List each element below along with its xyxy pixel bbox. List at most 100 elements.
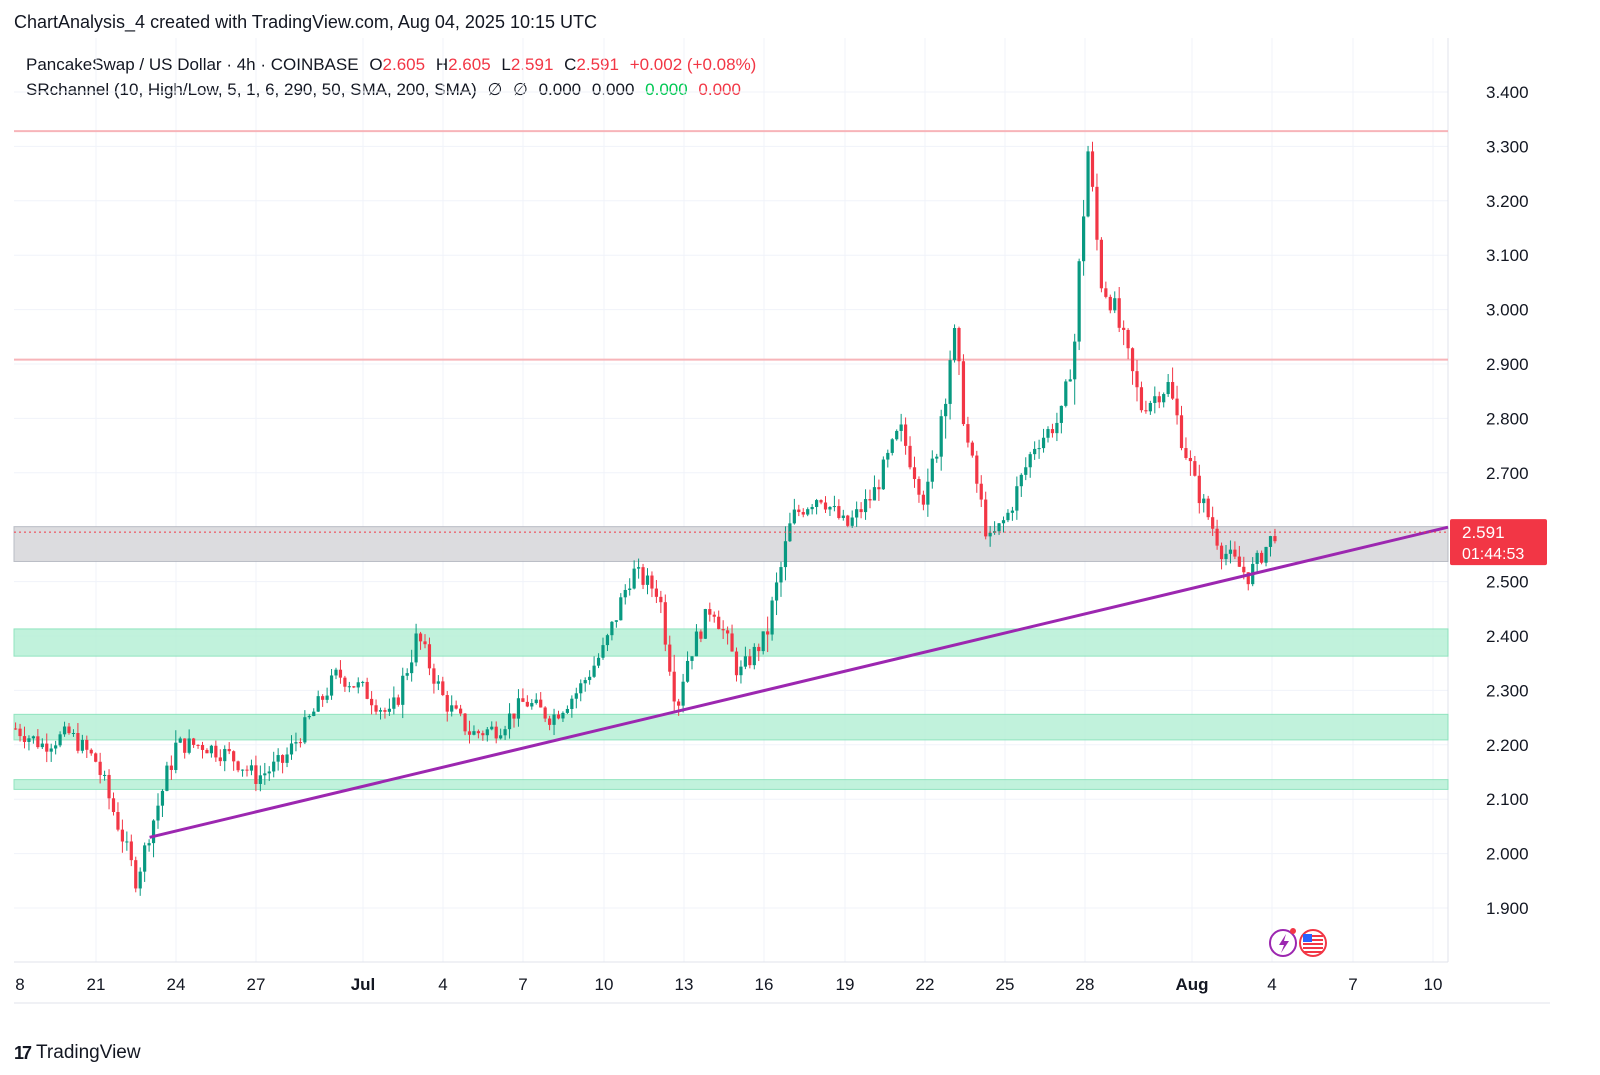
candle-body (138, 871, 142, 889)
candle-body (71, 733, 76, 735)
candle (1010, 506, 1014, 521)
candle-body (192, 738, 196, 745)
candle-body (165, 765, 169, 791)
candle-body (797, 509, 801, 513)
candle-body (1077, 261, 1081, 342)
lightning-icon-bolt (1279, 934, 1289, 953)
ascending-trendline (149, 525, 1449, 839)
candle-body (1050, 429, 1055, 434)
candle-body (944, 403, 948, 417)
candle (436, 675, 440, 690)
last-price-badge (1450, 519, 1547, 566)
candle-body (1010, 510, 1014, 513)
candle-body (1001, 520, 1006, 524)
candle-body (307, 715, 311, 718)
tradingview-logo[interactable]: 17 TradingView (14, 1042, 141, 1064)
candle (370, 691, 374, 715)
candle (1108, 294, 1112, 314)
time-axis[interactable]: 8 21 24 27 Jul 4 7 10 13 16 19 22 25 28 Aug 4 7 10 (15, 975, 1442, 994)
x-tick-label: 28 (1076, 975, 1095, 994)
candle (588, 670, 592, 685)
candle (525, 695, 529, 708)
candle-body (499, 735, 503, 739)
low-label: L (501, 55, 511, 74)
candle-body (743, 656, 747, 667)
candle-body (588, 676, 592, 681)
candle (855, 501, 859, 527)
candle (454, 700, 458, 710)
candle-body (125, 841, 129, 843)
candle (196, 744, 200, 749)
candle (356, 677, 360, 694)
symbol-name[interactable]: PancakeSwap / US Dollar · 4h · COINBASE (26, 55, 359, 74)
candle-body (930, 458, 934, 482)
candle-body (18, 728, 22, 737)
candle (165, 761, 169, 792)
candle (427, 637, 432, 676)
candle (143, 842, 147, 882)
candle (828, 506, 832, 517)
candle-body (22, 736, 27, 742)
candle-body (868, 499, 872, 501)
candle-body (699, 631, 703, 639)
candle-body (40, 743, 44, 748)
flag-icon-stripe (1303, 935, 1323, 937)
candle (378, 707, 383, 720)
candle (316, 690, 320, 713)
x-tick-label: 16 (755, 975, 774, 994)
candle-body (548, 718, 552, 725)
candle (387, 698, 391, 716)
flag-icon-stripe (1303, 947, 1323, 949)
price-axis[interactable]: 3.400 3.300 3.200 3.100 3.000 2.900 2.800 2.700… (1486, 83, 1529, 918)
candle (423, 634, 427, 649)
candle (1268, 535, 1273, 557)
candle-body (463, 713, 467, 732)
candle (503, 725, 507, 740)
candle (85, 735, 89, 758)
candle-body (783, 541, 788, 568)
candle (623, 584, 627, 605)
candle (1122, 320, 1126, 346)
candle (672, 654, 676, 713)
candle (218, 749, 222, 767)
candle-body (1139, 387, 1144, 411)
candle (365, 677, 369, 700)
y-tick-label: 2.300 (1486, 681, 1529, 700)
candle (223, 745, 227, 772)
candle-body (863, 499, 868, 513)
candle-body (316, 696, 320, 712)
candle (1233, 541, 1237, 560)
candle (997, 522, 1001, 535)
y-tick-label: 3.300 (1486, 137, 1529, 156)
candle-body (334, 669, 338, 676)
candle-body (832, 506, 836, 508)
candle-body (601, 645, 605, 658)
candle-body (623, 589, 627, 598)
candle (472, 725, 476, 736)
candle (872, 475, 877, 501)
lightning-icon-dot (1290, 928, 1296, 934)
candle (289, 735, 294, 760)
candle-body (975, 455, 979, 484)
candle (89, 748, 93, 756)
indicator-name[interactable]: SRchannel (10, High/Low, 5, 1, 6, 290, 5… (26, 80, 477, 99)
candle-body (214, 745, 218, 758)
candle-body (414, 633, 418, 663)
trendline-layer[interactable] (149, 525, 1449, 839)
price-change: +0.002 (+0.08%) (629, 55, 757, 74)
candle-body (298, 742, 302, 744)
candle (570, 695, 574, 718)
candle (227, 742, 231, 755)
candle (1099, 237, 1103, 293)
candle-body (254, 765, 258, 784)
y-tick-label: 2.000 (1486, 845, 1529, 864)
candle (383, 707, 387, 719)
candle-body (904, 424, 908, 446)
candle-body (401, 675, 405, 705)
candle-body (912, 467, 917, 480)
candle-body (232, 751, 236, 762)
candle-body (245, 769, 249, 771)
candle (1188, 450, 1192, 476)
candle (832, 495, 836, 512)
